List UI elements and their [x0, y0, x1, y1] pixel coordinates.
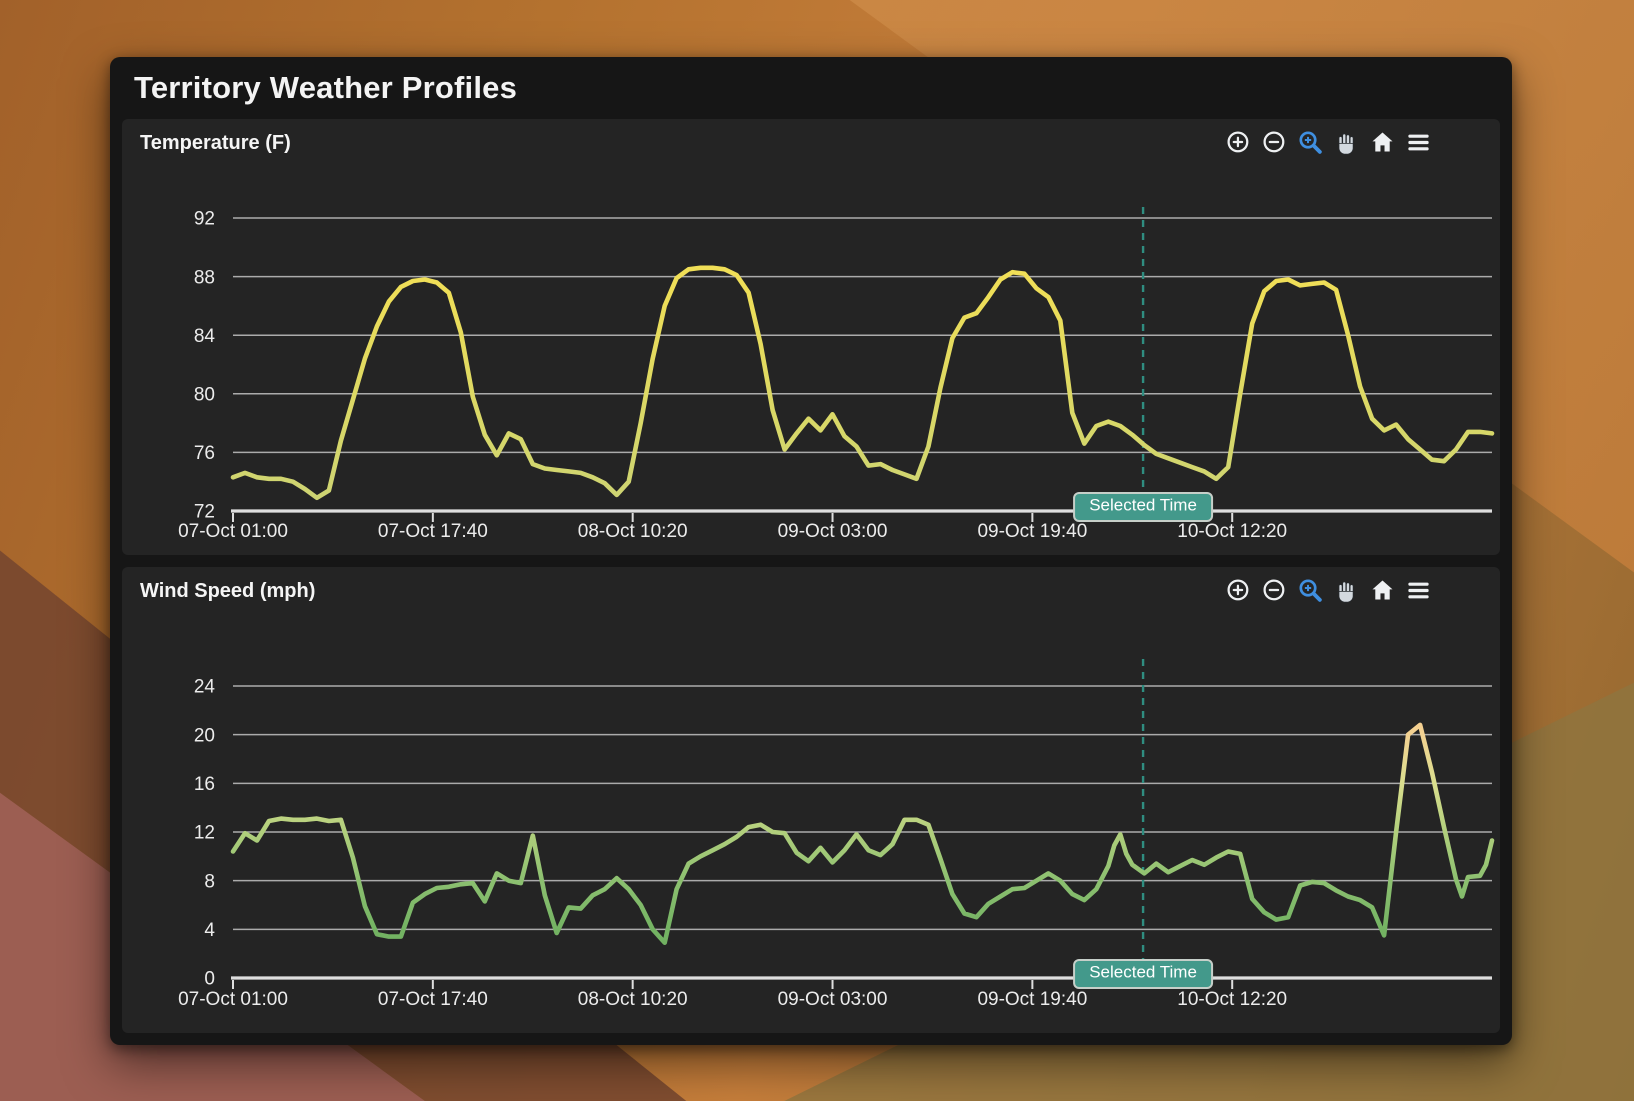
weather-dashboard-window: Territory Weather Profiles Temperature (… — [110, 57, 1512, 1045]
x-tick-label: 09-Oct 03:00 — [778, 521, 888, 542]
y-tick-label: 12 — [194, 823, 215, 844]
temperature-line — [230, 265, 1495, 501]
temperature-panel-title: Temperature (F) — [140, 132, 291, 154]
wind-speed-chart[interactable]: 0 4 8 12 16 20 24 07-Oct 01:00 07-Oct 17:40 08-Oc… — [122, 567, 1500, 1033]
y-tick-label: 24 — [194, 677, 216, 698]
zoom-in-icon[interactable] — [1225, 577, 1252, 604]
temperature-panel: Temperature (F) 72 76 80 84 88 92 07-Oct 01:00… — [122, 119, 1500, 555]
x-tick-label: 10-Oct 12:20 — [1177, 521, 1287, 542]
y-tick-label: 72 — [194, 502, 215, 523]
box-zoom-icon[interactable] — [1297, 577, 1324, 604]
selected-time-badge — [1073, 959, 1214, 989]
y-tick-label: 88 — [194, 267, 215, 288]
box-zoom-icon[interactable] — [1297, 129, 1324, 156]
reset-home-icon[interactable] — [1369, 577, 1396, 604]
y-tick-label: 20 — [194, 725, 215, 746]
y-tick-label: 4 — [204, 920, 215, 941]
pan-icon[interactable] — [1333, 577, 1360, 604]
reset-home-icon[interactable] — [1369, 129, 1396, 156]
x-tick-label: 07-Oct 17:40 — [378, 521, 488, 542]
y-tick-label: 0 — [204, 969, 215, 990]
y-tick-label: 80 — [194, 384, 215, 405]
x-tick-label: 07-Oct 01:00 — [178, 521, 288, 542]
menu-icon[interactable] — [1405, 129, 1432, 156]
zoom-out-icon[interactable] — [1261, 129, 1288, 156]
y-tick-label: 92 — [194, 209, 215, 230]
zoom-out-icon[interactable] — [1261, 577, 1288, 604]
selected-time-badge-label: Selected Time — [1089, 496, 1197, 515]
x-tick-label: 08-Oct 10:20 — [578, 989, 688, 1010]
x-tick-label: 07-Oct 01:00 — [178, 989, 288, 1010]
page-title: Territory Weather Profiles — [134, 70, 518, 105]
x-tick-label: 10-Oct 12:20 — [1177, 989, 1287, 1010]
selected-time-badge-label: Selected Time — [1089, 963, 1197, 982]
wind-speed-line — [230, 722, 1495, 945]
wind-panel-title: Wind Speed (mph) — [140, 580, 316, 602]
zoom-in-icon[interactable] — [1225, 129, 1252, 156]
wind-speed-panel: Wind Speed (mph) 0 4 8 12 16 20 24 07-Oct 01:00… — [122, 567, 1500, 1033]
x-tick-label: 09-Oct 03:00 — [778, 989, 888, 1010]
x-tick-label: 09-Oct 19:40 — [977, 989, 1087, 1010]
y-tick-label: 76 — [194, 443, 215, 464]
x-tick-label: 07-Oct 17:40 — [378, 989, 488, 1010]
y-tick-label: 84 — [194, 326, 216, 347]
y-tick-label: 16 — [194, 774, 215, 795]
menu-icon[interactable] — [1405, 577, 1432, 604]
x-tick-label: 08-Oct 10:20 — [578, 521, 688, 542]
wind-toolbar — [1225, 577, 1432, 604]
x-tick-label: 09-Oct 19:40 — [977, 521, 1087, 542]
temperature-toolbar — [1225, 129, 1432, 156]
selected-time-badge — [1073, 492, 1214, 522]
y-tick-label: 8 — [204, 871, 215, 892]
pan-icon[interactable] — [1333, 129, 1360, 156]
temperature-chart[interactable]: 72 76 80 84 88 92 07-Oct 01:00 07-Oct 17:40 08-O… — [122, 119, 1500, 555]
